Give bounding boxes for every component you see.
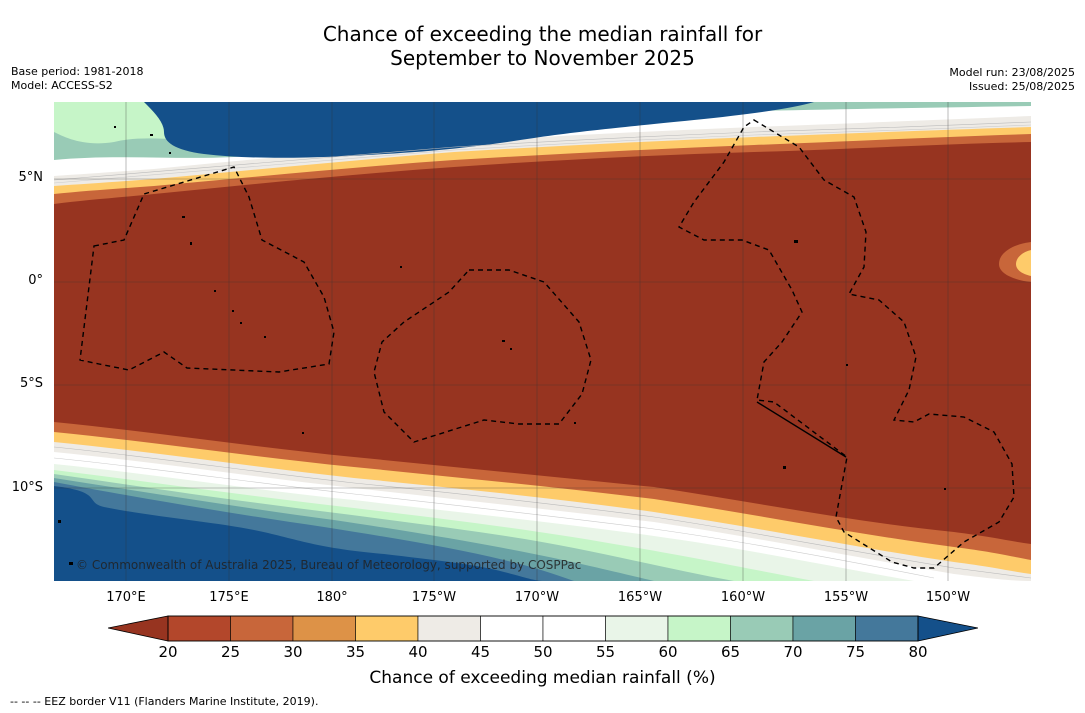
lat-label-5n: 5°N (18, 170, 44, 185)
colorbar-tick-label: 30 (283, 643, 303, 661)
colorbar-cell (730, 615, 794, 642)
map-title-line-2: September to November 2025 (390, 46, 695, 70)
south-isoline-2 (54, 457, 935, 579)
lon-label-170e: 170°E (106, 590, 146, 605)
eez-borders (79, 119, 1015, 569)
island-specks (58, 126, 946, 565)
colorbar-cell (292, 615, 356, 642)
model-run-text: Model run: 23/08/2025 (949, 66, 1075, 79)
map-title: Chance of exceeding the median rainfall … (0, 22, 1085, 70)
eez-shared-border (756, 401, 847, 458)
colorbar-tick-label: 55 (595, 643, 616, 661)
colorbar-high-arrow (917, 615, 978, 642)
rainfall-map (54, 102, 1031, 581)
colorbar-cell (417, 615, 481, 642)
colorbar-label: Chance of exceeding median rainfall (%) (369, 668, 716, 688)
colorbar-tick-label: 60 (658, 643, 678, 661)
colorbar-cell (855, 615, 919, 642)
model-text: Model: ACCESS-S2 (11, 79, 113, 92)
colorbar-tick-label: 40 (408, 643, 428, 661)
lat-label-10s: 10°S (11, 480, 43, 495)
colorbar-tick-label: 80 (908, 643, 928, 661)
colorbar-tick-label: 75 (845, 643, 866, 661)
south-band-dark-blue (54, 486, 544, 581)
lon-label-165w: 165°W (617, 590, 663, 605)
colorbar-cell (480, 615, 544, 642)
colorbar-low-arrow (108, 615, 169, 642)
eez-border-phoenix (373, 269, 592, 443)
lon-label-155w: 155°W (823, 590, 869, 605)
lon-label-170w: 170°W (514, 590, 560, 605)
eez-footnote: -- -- -- EEZ border V11 (Flanders Marine… (10, 695, 319, 708)
colorbar-frame (167, 615, 919, 642)
south-isoline-1 (54, 446, 1031, 579)
colorbar-cell (605, 615, 669, 642)
map-title-line-1: Chance of exceeding the median rainfall … (322, 22, 763, 46)
lat-label-0: 0° (28, 273, 43, 288)
colorbar-cell (167, 615, 231, 642)
colorbar-cell (355, 615, 419, 642)
lon-label-160w: 160°W (720, 590, 766, 605)
lat-label-5s: 5°S (19, 376, 43, 391)
colorbar-cell (667, 615, 731, 642)
east-wet-blob-inner (1016, 250, 1031, 276)
colorbar-tick-label: 45 (470, 643, 491, 661)
colorbar-tick-label: 35 (345, 643, 366, 661)
colorbar-tick-label: 50 (533, 643, 553, 661)
lon-label-175w: 175°W (411, 590, 457, 605)
meta-right: Model run: 23/08/2025 Issued: 25/08/2025 (949, 66, 1075, 94)
colorbar-tick-label: 70 (783, 643, 803, 661)
base-period-text: Base period: 1981-2018 (11, 65, 144, 78)
colorbar-cell (230, 615, 294, 642)
lon-label-150w: 150°W (925, 590, 971, 605)
colorbar-cell (542, 615, 606, 642)
meta-left: Base period: 1981-2018 Model: ACCESS-S2 (11, 65, 143, 93)
colorbar-cells (167, 615, 919, 642)
north-band-dark-blue (144, 102, 814, 158)
copyright-text: © Commonwealth of Australia 2025, Bureau… (76, 558, 582, 572)
colorbar-cell (792, 615, 856, 642)
colorbar-tick-label: 65 (720, 643, 741, 661)
colorbar (108, 615, 978, 642)
lon-label-180: 180° (316, 590, 348, 605)
lon-label-175e: 175°E (209, 590, 249, 605)
colorbar-tick-label: 20 (158, 643, 178, 661)
colorbar-tick-label: 25 (220, 643, 241, 661)
issued-text: Issued: 25/08/2025 (968, 80, 1075, 93)
